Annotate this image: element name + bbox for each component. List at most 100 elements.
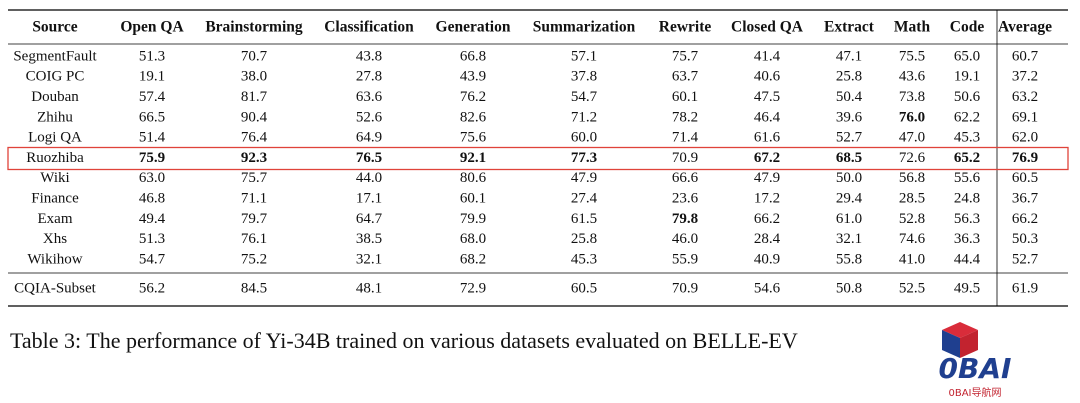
value-cell: 68.5 bbox=[836, 150, 862, 166]
value-cell: 60.5 bbox=[571, 280, 597, 296]
value-cell: 19.1 bbox=[954, 69, 980, 85]
value-cell: 50.4 bbox=[836, 89, 863, 105]
value-cell: 70.7 bbox=[241, 48, 268, 64]
value-cell: 63.6 bbox=[356, 89, 383, 105]
value-cell: 63.0 bbox=[139, 170, 165, 186]
source-cell: Wikihow bbox=[27, 251, 82, 267]
value-cell: 47.9 bbox=[754, 170, 780, 186]
logo-name: 0BAI bbox=[939, 352, 1012, 385]
value-cell: 81.7 bbox=[241, 89, 268, 105]
value-cell: 76.0 bbox=[899, 109, 925, 125]
value-cell: 77.3 bbox=[571, 150, 597, 166]
value-cell: 71.4 bbox=[672, 130, 699, 146]
logo: 0BAI 0BAI导航网 bbox=[878, 314, 1080, 403]
value-cell: 44.4 bbox=[954, 251, 981, 267]
value-cell: 28.4 bbox=[754, 231, 781, 247]
value-cell: 75.7 bbox=[241, 170, 268, 186]
source-cell: SegmentFault bbox=[13, 48, 97, 64]
value-cell: 57.1 bbox=[571, 48, 597, 64]
value-cell: 38.5 bbox=[356, 231, 382, 247]
value-cell: 48.1 bbox=[356, 280, 382, 296]
caption: Table 3: The performance of Yi-34B train… bbox=[10, 328, 798, 353]
value-cell: 38.0 bbox=[241, 69, 267, 85]
value-cell: 71.2 bbox=[571, 109, 597, 125]
value-cell: 49.5 bbox=[954, 280, 980, 296]
value-cell: 61.5 bbox=[571, 211, 597, 227]
value-cell: 52.5 bbox=[899, 280, 925, 296]
value-cell: 32.1 bbox=[836, 231, 862, 247]
value-cell: 52.7 bbox=[836, 130, 863, 146]
value-cell: 65.2 bbox=[954, 150, 980, 166]
header-cell: Closed QA bbox=[731, 19, 804, 36]
value-cell: 54.6 bbox=[754, 280, 781, 296]
value-cell: 79.7 bbox=[241, 211, 268, 227]
value-cell: 19.1 bbox=[139, 69, 165, 85]
value-cell: 75.7 bbox=[672, 48, 699, 64]
header-cell: Brainstorming bbox=[205, 19, 303, 36]
source-cell: CQIA-Subset bbox=[14, 280, 96, 296]
value-cell: 72.6 bbox=[899, 150, 926, 166]
value-cell: 25.8 bbox=[836, 69, 862, 85]
source-cell: Finance bbox=[31, 191, 79, 207]
value-cell: 23.6 bbox=[672, 191, 699, 207]
value-cell: 75.5 bbox=[899, 48, 925, 64]
value-cell: 43.9 bbox=[460, 69, 486, 85]
value-cell: 74.6 bbox=[899, 231, 926, 247]
value-cell: 63.2 bbox=[1012, 89, 1038, 105]
value-cell: 29.4 bbox=[836, 191, 863, 207]
value-cell: 76.1 bbox=[241, 231, 267, 247]
value-cell: 27.4 bbox=[571, 191, 598, 207]
value-cell: 60.7 bbox=[1012, 48, 1039, 64]
value-cell: 92.3 bbox=[241, 150, 267, 166]
value-cell: 55.6 bbox=[954, 170, 981, 186]
value-cell: 54.7 bbox=[139, 251, 166, 267]
value-cell: 56.2 bbox=[139, 280, 165, 296]
value-cell: 41.4 bbox=[754, 48, 781, 64]
value-cell: 56.8 bbox=[899, 170, 925, 186]
value-cell: 37.2 bbox=[1012, 69, 1038, 85]
value-cell: 50.8 bbox=[836, 280, 862, 296]
value-cell: 68.2 bbox=[460, 251, 486, 267]
source-cell: Wiki bbox=[40, 170, 69, 186]
value-cell: 60.5 bbox=[1012, 170, 1038, 186]
logo-subtitle: 0BAI导航网 bbox=[948, 386, 1001, 399]
source-cell: Douban bbox=[31, 89, 79, 105]
value-cell: 76.2 bbox=[460, 89, 486, 105]
header-cell: Source bbox=[32, 19, 77, 36]
value-cell: 79.9 bbox=[460, 211, 486, 227]
logo-background bbox=[878, 314, 1080, 403]
source-cell: Xhs bbox=[43, 231, 67, 247]
source-cell: Ruozhiba bbox=[26, 150, 84, 166]
value-cell: 71.1 bbox=[241, 191, 267, 207]
value-cell: 66.6 bbox=[672, 170, 699, 186]
value-cell: 43.8 bbox=[356, 48, 382, 64]
value-cell: 49.4 bbox=[139, 211, 166, 227]
logo-cube-right bbox=[960, 330, 978, 358]
value-cell: 17.1 bbox=[356, 191, 382, 207]
header-cell: Math bbox=[894, 19, 931, 36]
value-cell: 25.8 bbox=[571, 231, 597, 247]
value-cell: 60.1 bbox=[672, 89, 698, 105]
value-cell: 41.0 bbox=[899, 251, 925, 267]
value-cell: 69.1 bbox=[1012, 109, 1038, 125]
value-cell: 66.2 bbox=[1012, 211, 1038, 227]
value-cell: 55.8 bbox=[836, 251, 862, 267]
value-cell: 79.8 bbox=[672, 211, 698, 227]
value-cell: 66.5 bbox=[139, 109, 165, 125]
value-cell: 92.1 bbox=[460, 150, 486, 166]
value-cell: 47.5 bbox=[754, 89, 780, 105]
value-cell: 66.8 bbox=[460, 48, 486, 64]
value-cell: 51.3 bbox=[139, 48, 165, 64]
value-cell: 75.2 bbox=[241, 251, 267, 267]
value-cell: 45.3 bbox=[571, 251, 597, 267]
value-cell: 51.3 bbox=[139, 231, 165, 247]
header-cell: Open QA bbox=[120, 19, 184, 36]
value-cell: 62.0 bbox=[1012, 130, 1038, 146]
value-cell: 55.9 bbox=[672, 251, 698, 267]
value-cell: 17.2 bbox=[754, 191, 780, 207]
value-cell: 76.5 bbox=[356, 150, 382, 166]
value-cell: 24.8 bbox=[954, 191, 980, 207]
source-cell: Zhihu bbox=[37, 109, 73, 125]
value-cell: 57.4 bbox=[139, 89, 166, 105]
